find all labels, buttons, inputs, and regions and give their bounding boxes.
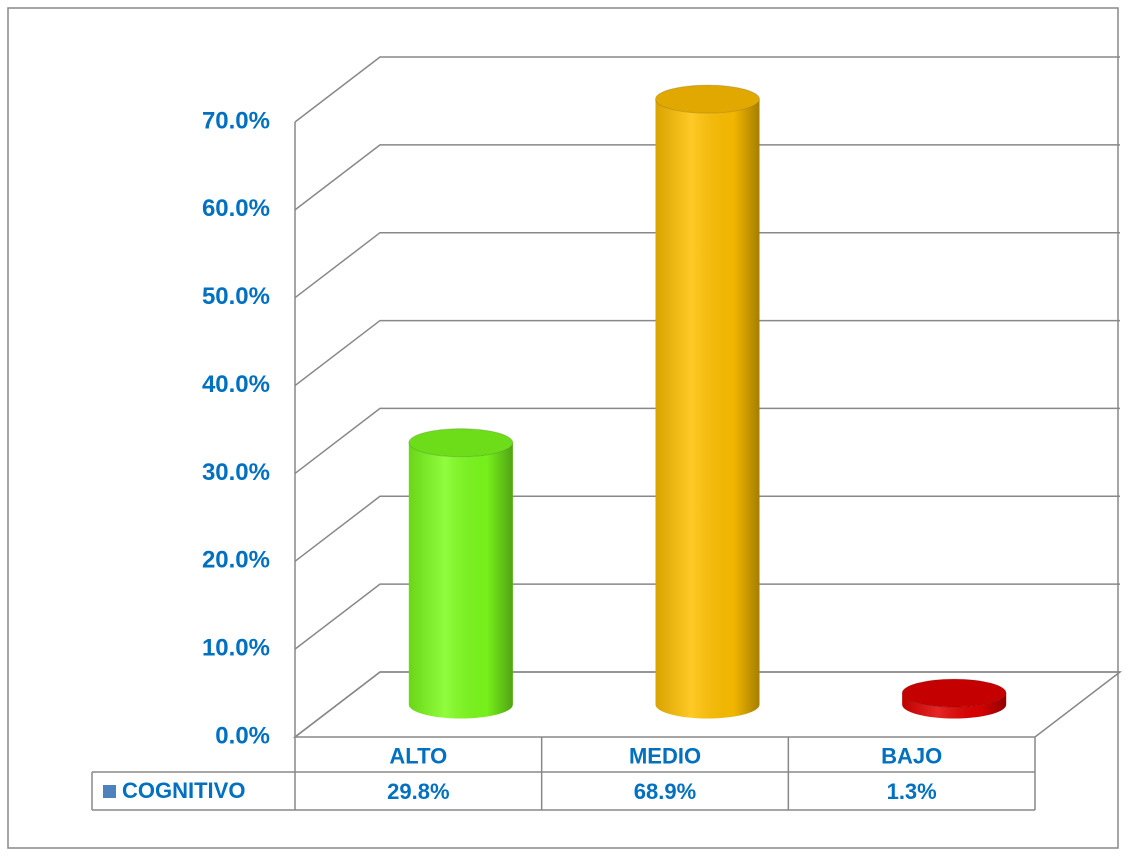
grid-line [294,319,1120,387]
bar-shade [655,99,760,719]
legend-swatch [103,785,116,798]
bar-top-shade [408,428,513,457]
y-tick-label: 10.0% [202,634,270,661]
bar-top [408,428,514,458]
y-tick-label: 20.0% [202,547,270,574]
y-tick-label: 0.0% [215,722,270,749]
grid-line [294,407,1120,475]
grid-line [294,231,1120,299]
legend-label: COGNITIVO [122,778,245,803]
cylinder [408,428,514,719]
data-label: 29.8% [387,779,449,804]
grid-line [294,495,1120,562]
bar-shade [902,693,1007,719]
cylinder [901,678,1007,719]
data-label: 68.9% [634,779,696,804]
grid-line [294,671,1120,738]
bar-top-shade [902,679,1007,708]
y-tick-label: 60.0% [202,195,270,222]
data-label: 1.3% [887,779,937,804]
chart-border [7,7,1119,849]
y-tick-label: 70.0% [202,107,270,134]
cylinder [655,84,760,719]
bar-top [901,678,1007,708]
bar-top-shade [655,85,760,114]
y-tick-label: 30.0% [202,459,270,486]
bar-top [655,84,760,114]
x-tick-label: MEDIO [629,743,701,768]
grid-line [294,56,1120,123]
bar-shade [408,442,513,719]
grid-line [294,144,1120,211]
y-tick-label: 50.0% [202,283,270,310]
grid-line [294,583,1120,650]
x-tick-label: BAJO [881,743,942,768]
x-tick-label: ALTO [389,743,447,768]
y-tick-label: 40.0% [202,371,270,398]
